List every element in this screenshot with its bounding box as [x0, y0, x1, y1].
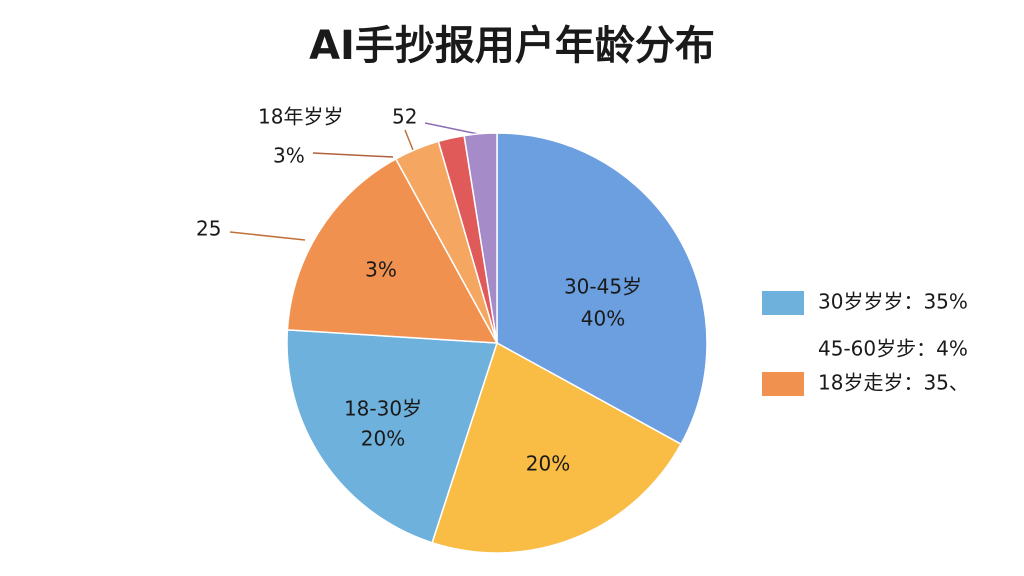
annotation: 18年岁岁 — [258, 105, 343, 129]
legend-swatch — [762, 372, 804, 396]
slice-label: 18-30岁 — [344, 397, 422, 421]
annotation: 20% — [361, 427, 405, 451]
legend-label: 30岁岁岁：35% — [818, 290, 968, 314]
legend-swatch — [762, 291, 804, 315]
legend-label: 18岁走岁：35、 — [818, 371, 969, 395]
pie-slice — [286, 157, 499, 344]
leader-line — [404, 129, 414, 151]
slice-label: 30-45岁 — [564, 275, 642, 299]
annotation: 20% — [526, 452, 570, 476]
leader-line — [312, 152, 394, 158]
pie-slice — [463, 132, 498, 344]
leader-line — [424, 122, 479, 135]
annotation: 52 — [392, 105, 417, 129]
annotation: 3% — [365, 258, 397, 282]
annotation: 25 — [196, 217, 221, 241]
pie-slice — [286, 329, 499, 544]
annotation: 3% — [273, 144, 305, 168]
leader-lines — [229, 122, 479, 241]
pie-slice — [431, 341, 683, 554]
leader-line — [229, 231, 306, 241]
chart-title: AI手抄报用户年龄分布 — [309, 23, 715, 69]
pie-slice — [496, 132, 708, 446]
legend-label: 45-60岁步：4% — [818, 337, 968, 361]
annotation: 40% — [581, 307, 625, 331]
